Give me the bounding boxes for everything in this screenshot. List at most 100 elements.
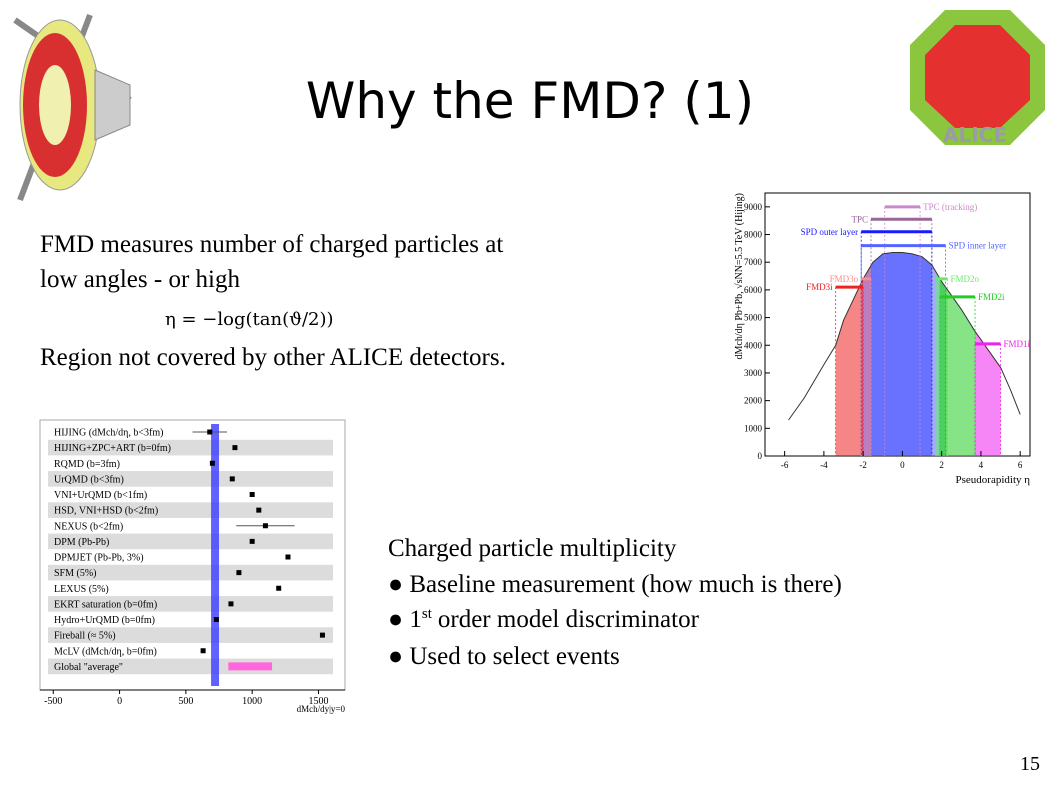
category-label: EKRT saturation (b=0fm) (54, 599, 157, 610)
category-label: UrQMD (b<3fm) (54, 474, 124, 485)
x-tick-label: 0 (117, 696, 122, 707)
bullet-number: 1 (409, 606, 422, 633)
row-shade (48, 533, 333, 550)
bullet-text: order model discriminator (438, 606, 700, 633)
y-tick-label: 7000 (744, 257, 763, 267)
y-tick-label: 2000 (744, 396, 763, 406)
bullet-sup: st (422, 606, 433, 622)
detector-label: TPC (851, 214, 868, 224)
x-tick-label: 0 (900, 460, 905, 470)
bullet-heading: Charged particle multiplicity (388, 535, 677, 562)
dot (228, 601, 234, 607)
x-tick-label: -2 (859, 460, 867, 470)
dot (232, 445, 238, 451)
x-tick-label: 1500 (308, 696, 328, 707)
detector-label: SPD inner layer (949, 241, 1007, 251)
detector-label: FMD2i (978, 292, 1005, 302)
dot (256, 507, 262, 513)
category-label: McLV (dMch/dη, b=0fm) (54, 646, 157, 657)
category-label: Fireball (≈ 5%) (54, 631, 116, 642)
category-label: HIJING (dMch/dη, b<3fm) (54, 428, 163, 439)
detector-label: FMD2o (951, 274, 980, 284)
bullet-list: ● Baseline measurement (how much is ther… (388, 571, 842, 670)
intro-line: FMD measures number of charged particles… (40, 231, 503, 258)
formula: η = −log(tan(ϑ/2)) (165, 309, 334, 330)
x-tick-label: -500 (44, 696, 62, 707)
intro-line: low angles - or high (40, 266, 240, 293)
x-tick-label: -4 (820, 460, 828, 470)
category-label: RQMD (b=3fm) (54, 459, 120, 470)
row-shade (48, 596, 333, 612)
x-tick-label: 6 (1018, 460, 1023, 470)
category-label: LEXUS (5%) (54, 584, 109, 595)
detector-illustration (13, 13, 132, 202)
dot (236, 570, 242, 576)
dot (213, 617, 219, 622)
y-tick-label: 5000 (744, 313, 763, 323)
dot (229, 476, 235, 482)
row-shade (48, 439, 333, 456)
dot (249, 538, 255, 544)
intro-note: Region not covered by other ALICE detect… (40, 344, 506, 371)
coverage-fill (835, 278, 864, 456)
category-label: SFM (5%) (54, 568, 97, 579)
bullet: ● Used to select events (388, 643, 620, 670)
dot (249, 492, 255, 497)
category-label: NEXUS (b<2fm) (54, 521, 123, 532)
detector-label: FMD3i (806, 282, 833, 292)
x-tick-label: -6 (781, 460, 789, 470)
row-shade (48, 627, 333, 643)
reference-band (211, 424, 220, 686)
dot (209, 460, 215, 466)
logo-text: ALICE (943, 123, 1007, 147)
detector-label: SPD outer layer (801, 227, 859, 237)
row-shade (48, 502, 333, 518)
distribution-line (788, 252, 1021, 421)
x-tick-label: 500 (178, 696, 193, 707)
y-tick-label: 0 (758, 451, 763, 461)
bullet: ● 1st order model discriminator (388, 606, 700, 633)
y-axis-label: dMch/dη Pb+Pb, √sNN=5.5 TeV (Hijing) (734, 193, 745, 360)
dot (200, 648, 206, 654)
slide-title: Why the FMD? (1) (306, 72, 754, 130)
coverage-fill (861, 265, 871, 456)
alice-logo: ALICE (910, 10, 1045, 147)
category-label: Hydro+UrQMD (b=0fm) (54, 615, 155, 626)
coverage-fill (861, 252, 946, 456)
coverage-fill (975, 331, 1001, 456)
category-label: HSD, VNI+HSD (b<2fm) (54, 506, 158, 517)
bullet: ● Baseline measurement (how much is ther… (388, 571, 842, 598)
row-shade (48, 564, 333, 581)
dot (285, 554, 291, 560)
row-shade (48, 471, 333, 487)
category-label: VNI+UrQMD (b<1fm) (54, 490, 147, 501)
dot (319, 632, 325, 638)
detector-label: TPC (tracking) (923, 202, 977, 212)
y-tick-label: 4000 (744, 340, 763, 350)
dot (207, 429, 213, 435)
y-tick-label: 8000 (744, 230, 763, 240)
dot (276, 585, 282, 591)
page-number: 15 (1020, 753, 1040, 775)
category-label: HIJING+ZPC+ART (b=0fm) (54, 443, 171, 454)
x-tick-label: 2 (939, 460, 944, 470)
bullet-text: Used to select events (409, 643, 619, 670)
x-axis-label: dMch/dy|y=0 (297, 704, 346, 714)
bullet-text: Baseline measurement (how much is there) (409, 571, 842, 598)
dot (262, 523, 268, 529)
detector-label: FMD1i (1004, 339, 1031, 349)
y-tick-label: 6000 (744, 285, 763, 295)
average-range (228, 662, 273, 671)
detector-label: FMD3o (830, 274, 859, 284)
coverage-fill (939, 278, 976, 456)
y-tick-label: 3000 (744, 368, 763, 378)
average-label: Global "average" (54, 662, 123, 673)
category-label: DPMJET (Pb-Pb, 3%) (54, 553, 144, 564)
x-tick-label: 4 (979, 460, 984, 470)
y-tick-label: 9000 (744, 202, 763, 212)
x-axis-label: Pseudorapidity η (956, 474, 1031, 486)
category-label: DPM (Pb-Pb) (54, 537, 109, 548)
y-tick-label: 1000 (744, 423, 763, 433)
x-tick-label: 1000 (242, 696, 262, 707)
